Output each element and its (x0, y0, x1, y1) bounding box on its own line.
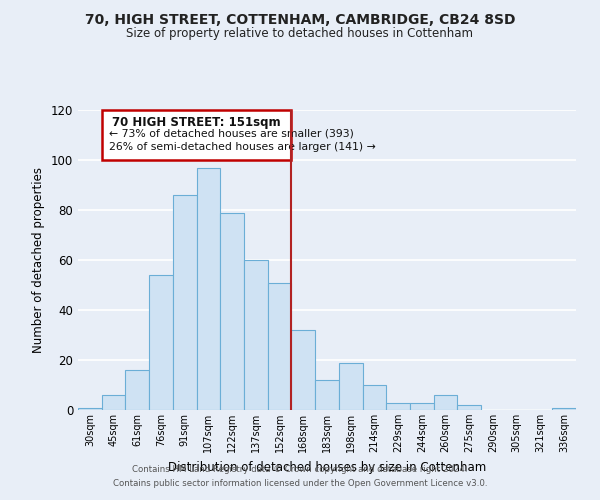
Bar (362, 385, 386, 410)
Bar (220, 212, 244, 410)
Bar (125, 370, 149, 410)
Bar (315, 380, 339, 410)
Bar (386, 402, 410, 410)
Text: 26% of semi-detached houses are larger (141) →: 26% of semi-detached houses are larger (… (109, 142, 376, 152)
FancyBboxPatch shape (102, 110, 292, 160)
Bar (434, 395, 457, 410)
Bar (102, 395, 125, 410)
Bar (244, 260, 268, 410)
Bar (173, 195, 197, 410)
Bar (339, 362, 362, 410)
Text: 70 HIGH STREET: 151sqm: 70 HIGH STREET: 151sqm (112, 116, 281, 129)
Bar (78, 408, 102, 410)
Text: Size of property relative to detached houses in Cottenham: Size of property relative to detached ho… (127, 28, 473, 40)
Text: ← 73% of detached houses are smaller (393): ← 73% of detached houses are smaller (39… (109, 128, 354, 138)
Bar (197, 168, 220, 410)
Bar (552, 408, 576, 410)
Text: Contains HM Land Registry data © Crown copyright and database right 2024.
Contai: Contains HM Land Registry data © Crown c… (113, 466, 487, 487)
X-axis label: Distribution of detached houses by size in Cottenham: Distribution of detached houses by size … (168, 460, 486, 473)
Text: 70, HIGH STREET, COTTENHAM, CAMBRIDGE, CB24 8SD: 70, HIGH STREET, COTTENHAM, CAMBRIDGE, C… (85, 12, 515, 26)
Y-axis label: Number of detached properties: Number of detached properties (32, 167, 45, 353)
Bar (410, 402, 434, 410)
Bar (149, 275, 173, 410)
Bar (292, 330, 315, 410)
Bar (268, 282, 292, 410)
Bar (457, 405, 481, 410)
